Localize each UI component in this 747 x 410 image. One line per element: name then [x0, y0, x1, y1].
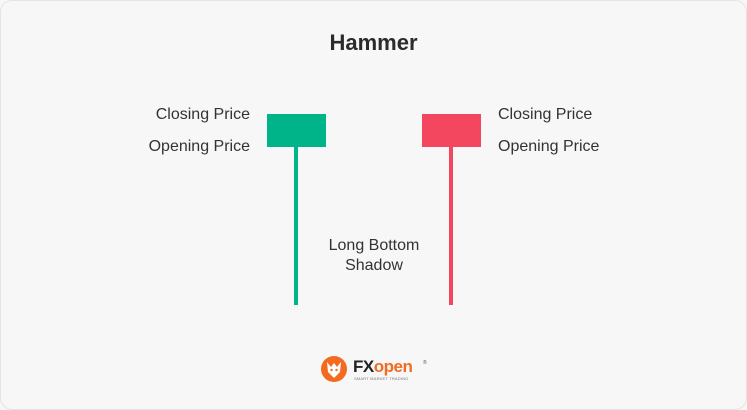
logo-wordmark: FXopen [353, 357, 413, 377]
shadow-label-line-1: Long Bottom [328, 237, 420, 254]
logo-fx: FX [353, 357, 374, 376]
fxopen-logo: FXopen ® SMART MARKET TRADING [319, 352, 429, 386]
bullish-hammer-body [267, 114, 326, 147]
registered-mark: ® [423, 360, 427, 366]
right-closing-price-label: Closing Price [498, 106, 593, 123]
long-bottom-shadow-label: Long Bottom Shadow [316, 236, 432, 276]
logo-open: open [373, 357, 413, 376]
left-opening-price-label: Opening Price [148, 138, 250, 155]
left-closing-price-label: Closing Price [155, 106, 250, 123]
bearish-hammer-body [422, 114, 481, 147]
diagram-title: Hammer [329, 30, 418, 55]
right-opening-price-label: Opening Price [498, 138, 600, 155]
fox-head-icon [321, 356, 347, 382]
shadow-label-line-2: Shadow [345, 257, 403, 274]
logo-tagline: SMART MARKET TRADING [354, 376, 409, 381]
